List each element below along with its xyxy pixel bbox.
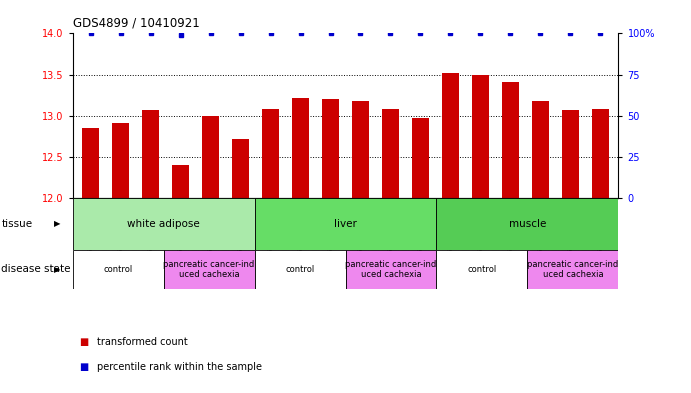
Bar [142, 110, 159, 198]
Bar [202, 116, 219, 198]
Text: tissue: tissue [1, 219, 32, 229]
Bar [263, 109, 278, 198]
Text: transformed count: transformed count [97, 337, 187, 347]
Bar [254, 198, 437, 250]
Bar [113, 123, 129, 198]
Text: pancreatic cancer-ind
uced cachexia: pancreatic cancer-ind uced cachexia [527, 259, 618, 279]
Bar [172, 165, 189, 198]
Bar [232, 139, 249, 198]
Bar [413, 118, 428, 198]
Bar [346, 250, 437, 289]
Bar [442, 73, 459, 198]
Text: liver: liver [334, 219, 357, 229]
Text: control: control [285, 265, 314, 274]
Bar [437, 250, 527, 289]
Bar [502, 82, 519, 198]
Bar [472, 75, 489, 198]
Text: disease state: disease state [1, 264, 71, 274]
Text: GDS4899 / 10410921: GDS4899 / 10410921 [73, 17, 199, 29]
Bar [562, 110, 578, 198]
Bar [164, 250, 254, 289]
Text: ■: ■ [79, 337, 88, 347]
Text: pancreatic cancer-ind
uced cachexia: pancreatic cancer-ind uced cachexia [346, 259, 437, 279]
Bar [592, 109, 609, 198]
Bar [73, 198, 254, 250]
Text: control: control [467, 265, 497, 274]
Bar [254, 250, 346, 289]
Bar [73, 250, 164, 289]
Bar [292, 98, 309, 198]
Text: pancreatic cancer-ind
uced cachexia: pancreatic cancer-ind uced cachexia [163, 259, 255, 279]
Text: muscle: muscle [509, 219, 546, 229]
Bar [82, 128, 99, 198]
Text: percentile rank within the sample: percentile rank within the sample [97, 362, 262, 373]
Text: ▶: ▶ [54, 265, 61, 274]
Text: ■: ■ [79, 362, 88, 373]
Text: white adipose: white adipose [127, 219, 200, 229]
Text: ▶: ▶ [54, 220, 61, 228]
Bar [532, 101, 549, 198]
Bar [382, 109, 399, 198]
Bar [352, 101, 369, 198]
Bar [437, 198, 618, 250]
Bar [527, 250, 618, 289]
Bar [322, 99, 339, 198]
Text: control: control [104, 265, 133, 274]
